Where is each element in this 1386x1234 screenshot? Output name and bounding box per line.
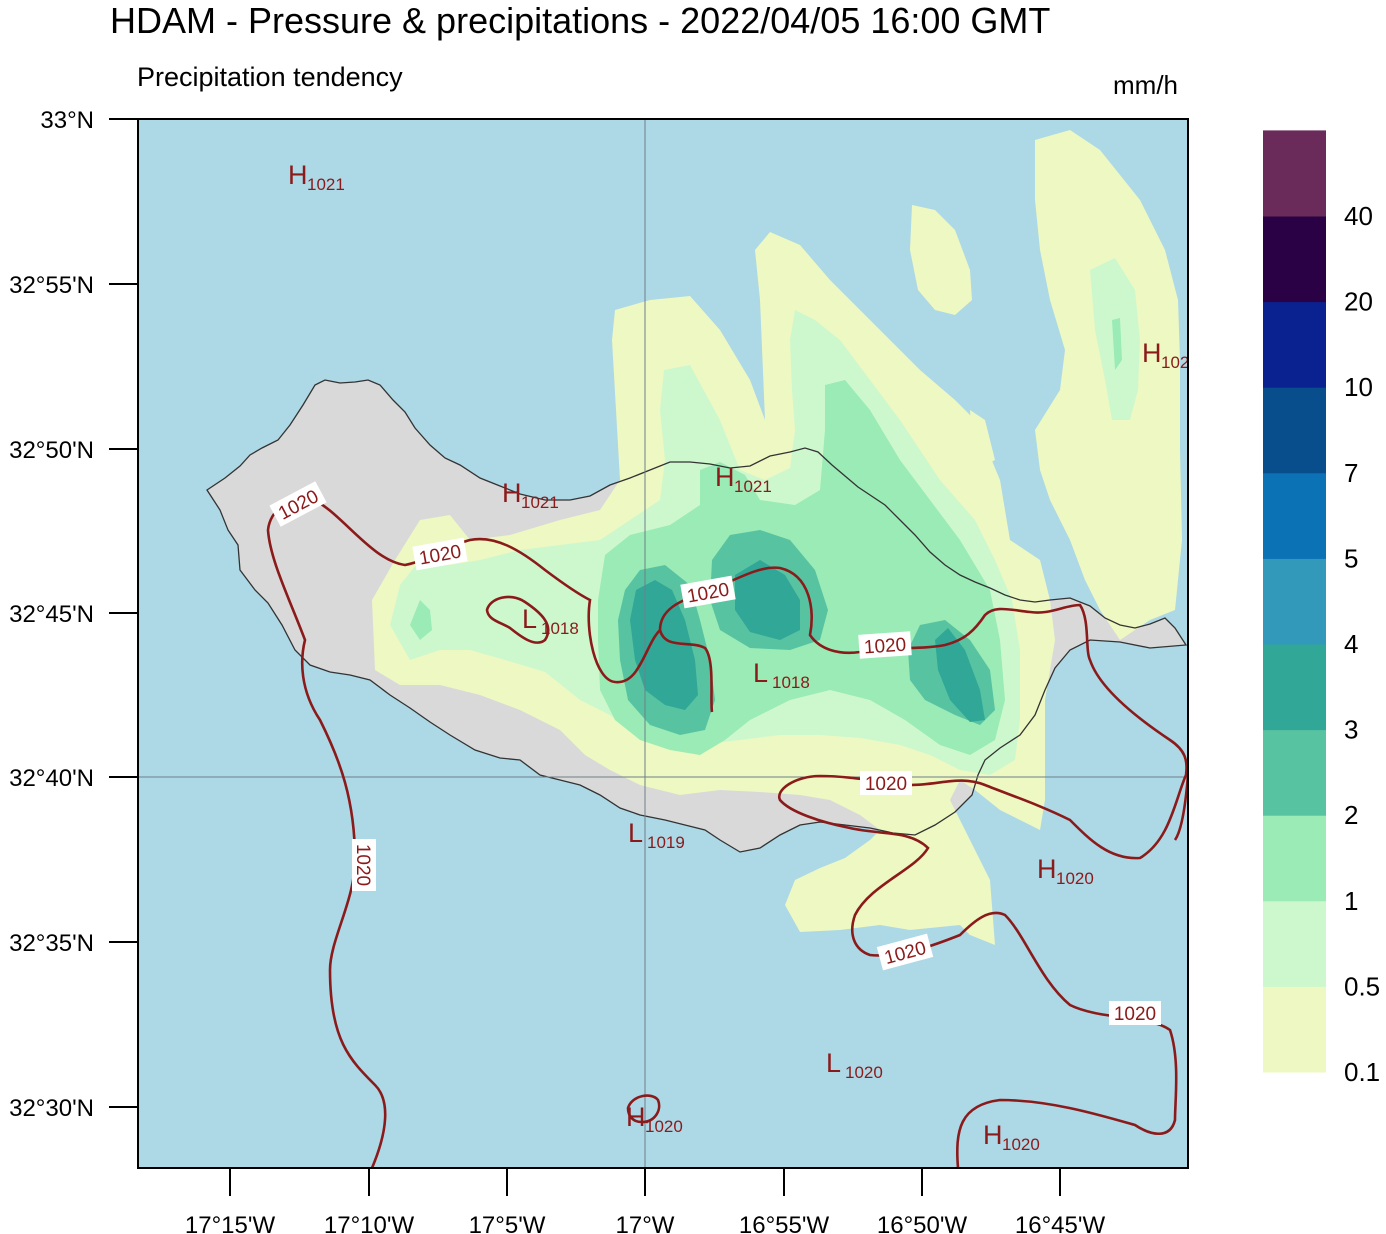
pressure-center-value: 1020 — [845, 1063, 883, 1082]
lon-tick-label: 17°W — [616, 1212, 675, 1234]
pressure-center-value: 1020 — [1056, 869, 1094, 888]
legend-label: 0.1 — [1344, 1057, 1380, 1087]
longitude-axis: 17°15'W 17°10'W 17°5'W 17°W 16°55'W 16°50'W 16… — [185, 1168, 1106, 1234]
legend-swatch — [1263, 815, 1326, 902]
lat-tick-label: 32°30'N — [9, 1095, 94, 1122]
lon-tick-label: 17°10'W — [324, 1212, 415, 1234]
pressure-center-low: L 1020 — [826, 1048, 883, 1082]
map-title: HDAM - Pressure & precipitations - 2022/… — [110, 0, 1051, 41]
pressure-center-value: 1018 — [772, 673, 810, 692]
pressure-center-letter: H — [983, 1120, 1003, 1150]
pressure-center-value: 1020 — [645, 1117, 683, 1136]
legend: 0.1 0.5 1 2 3 4 5 7 10 20 40 — [1263, 130, 1380, 1087]
legend-label: 4 — [1344, 629, 1358, 659]
isobar-value: 1020 — [352, 844, 373, 886]
lon-tick-label: 17°5'W — [469, 1212, 546, 1234]
map-subtitle: Precipitation tendency — [137, 62, 403, 92]
pressure-center-high: H 1020 — [983, 1120, 1040, 1154]
lat-tick-label: 32°35'N — [9, 930, 94, 957]
legend-label: 3 — [1344, 715, 1358, 745]
lat-tick-label: 32°55'N — [9, 272, 94, 299]
legend-swatch — [1263, 558, 1326, 645]
pressure-center-low: L 1018 — [753, 658, 810, 692]
pressure-center-value: 1020 — [1002, 1135, 1040, 1154]
pressure-center-letter: H — [626, 1102, 646, 1132]
lat-tick-label: 32°40'N — [9, 765, 94, 792]
legend-label: 10 — [1344, 372, 1373, 402]
pressure-center-low: L 1018 — [522, 604, 579, 638]
legend-label: 40 — [1344, 201, 1373, 231]
pressure-center-letter: H — [288, 160, 308, 190]
legend-swatch — [1263, 986, 1326, 1073]
pressure-center-value: 1021 — [734, 477, 772, 496]
pressure-center-letter: L — [753, 658, 768, 688]
legend-label: 1 — [1344, 886, 1358, 916]
pressure-center-high: H 1020 — [1037, 854, 1094, 888]
pressure-center-high: H 102 — [1142, 338, 1189, 372]
map-frame — [137, 118, 1189, 1169]
legend-swatch — [1263, 301, 1326, 388]
lon-tick-label: 17°15'W — [185, 1212, 276, 1234]
legend-swatch — [1263, 130, 1326, 217]
legend-swatch — [1263, 900, 1326, 987]
legend-swatch — [1263, 644, 1326, 731]
pressure-center-letter: H — [502, 478, 522, 508]
pressure-center-high: H 1021 — [715, 462, 772, 496]
isobar-label: 1020 — [860, 771, 912, 795]
pressure-center-value: 1019 — [647, 833, 685, 852]
isobar-value: 1020 — [863, 635, 907, 659]
lon-tick-label: 16°55'W — [739, 1212, 830, 1234]
unit-label: mm/h — [1113, 70, 1178, 100]
pressure-center-letter: L — [628, 818, 643, 848]
latitude-axis: 33°N 32°55'N 32°50'N 32°45'N 32°40'N 32°35'N 3… — [9, 107, 138, 1122]
pressure-center-letter: L — [826, 1048, 841, 1078]
legend-label: 20 — [1344, 287, 1373, 317]
isobar-label: 1020 — [1109, 1001, 1161, 1025]
pressure-center-high: H 1020 — [626, 1102, 683, 1136]
legend-label: 2 — [1344, 800, 1358, 830]
legend-swatch — [1263, 729, 1326, 816]
lon-tick-label: 16°45'W — [1015, 1212, 1106, 1234]
pressure-center-letter: H — [1037, 854, 1057, 884]
lat-tick-label: 32°45'N — [9, 601, 94, 628]
lat-tick-label: 33°N — [40, 107, 94, 134]
isobar-value: 1020 — [865, 774, 907, 795]
legend-label: 7 — [1344, 458, 1358, 488]
pressure-center-low: L 1019 — [628, 818, 685, 852]
pressure-center-high: H 1021 — [288, 160, 345, 194]
pressure-center-value: 1018 — [541, 619, 579, 638]
coastline — [206, 379, 1188, 853]
pressure-center-value: 1021 — [307, 175, 345, 194]
isobar-label: 1020 — [352, 839, 376, 891]
legend-label: 5 — [1344, 543, 1358, 573]
pressure-center-letter: H — [715, 462, 735, 492]
pressure-center-high: H 1021 — [502, 478, 559, 512]
legend-swatch — [1263, 472, 1326, 559]
pressure-center-letter: L — [522, 604, 537, 634]
pressure-center-letter: H — [1142, 338, 1162, 368]
isobar-value: 1020 — [1114, 1004, 1156, 1025]
isobar-label: 1020 — [858, 631, 912, 659]
pressure-center-value: 1021 — [521, 493, 559, 512]
legend-swatch — [1263, 216, 1326, 303]
legend-swatch — [1263, 387, 1326, 474]
legend-label: 0.5 — [1344, 971, 1380, 1001]
lat-tick-label: 32°50'N — [9, 437, 94, 464]
lon-tick-label: 16°50'W — [877, 1212, 968, 1234]
pressure-center-value: 102 — [1161, 353, 1189, 372]
